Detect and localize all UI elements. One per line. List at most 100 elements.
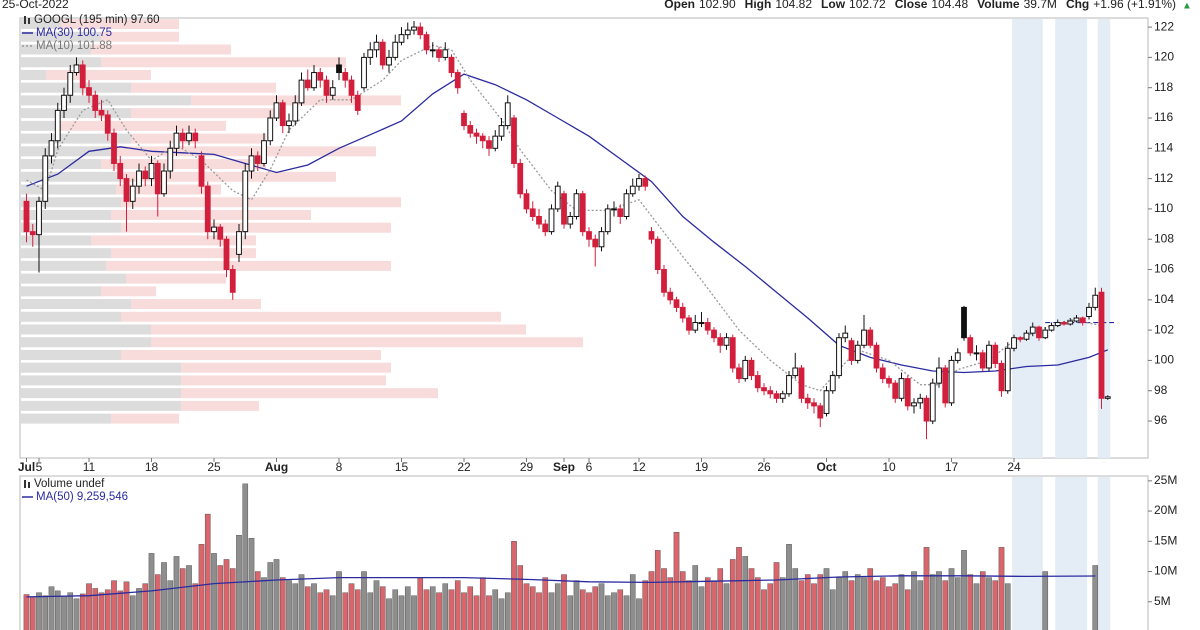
volume-bar [961,550,967,630]
candle-body [367,49,374,58]
candle-body [698,322,705,325]
profile-down [111,209,311,220]
profile-down [121,171,336,182]
profile-down [121,222,391,233]
candle-body [823,390,830,414]
x-tick-label: 10 [882,460,896,474]
profile-up [21,324,151,335]
candle-body [848,340,855,361]
candle-body [542,223,549,233]
candle-body [1079,317,1086,324]
extended-hours-band [1012,477,1043,630]
candle-body [711,329,717,339]
volume-bar [604,595,611,630]
candle-body [792,367,799,377]
x-tick-label: 26 [757,460,771,474]
volume-bar [567,595,574,630]
legend-label: MA(10) 101.88 [36,40,112,52]
candle-body [136,170,142,187]
volume-bar [348,583,355,630]
profile-down [131,299,261,310]
x-tick-label: 22 [457,460,471,474]
candle-body [779,393,786,399]
volume-bar [123,581,130,630]
volume-bar [204,513,211,630]
profile-down [181,388,438,399]
candle-body [29,231,36,236]
candle-body [454,72,461,89]
profile-down [101,286,156,297]
candle-body [142,170,149,180]
candle-body [998,362,1005,392]
volume-bar [748,568,755,630]
candle-body [1054,322,1061,327]
profile-down [46,69,151,80]
volume-bar [373,580,380,630]
volume-bar [711,580,717,630]
y-tick-label: 106 [1154,262,1174,276]
volume-bar [411,595,417,630]
volume-bar [861,577,867,630]
x-tick-label: 25 [207,460,221,474]
candle-body [161,170,167,195]
profile-up [21,184,116,195]
volume-bar [261,577,267,630]
volume-bar [648,571,655,630]
candle-body [461,112,467,127]
profile-up [21,222,121,233]
legend-title: GOOGL (195 min) 97.60 [34,14,160,26]
volume-bar [804,574,811,630]
volume-bar [279,577,286,630]
volume-bar [342,592,349,630]
volume-bar [792,568,799,630]
volume-bar [404,586,411,630]
volume-bar [592,586,599,630]
volume-bar [548,592,555,630]
candle-body [817,405,824,419]
profile-up [21,120,61,131]
candle-body [273,102,280,119]
x-tick-label: 6 [586,460,593,474]
candle-body [436,49,442,58]
profile-up [21,171,121,182]
candle-body [1029,326,1036,334]
volume-bar [273,559,280,630]
x-tick-label: 15 [395,460,409,474]
candle-body [736,367,742,380]
candle-body [536,215,542,225]
volume-bar [1042,571,1049,630]
candle-body [286,120,292,127]
profile-down [151,337,583,348]
volume-bar [354,589,361,630]
volume-bar [686,580,692,630]
volume-bar [217,565,224,630]
y-tick-label: 15M [1154,533,1177,547]
y-tick-label: 108 [1154,231,1174,245]
candle-body [598,231,605,248]
profile-up [21,57,101,68]
candle-body [129,185,136,202]
profile-down [101,31,179,42]
volume-bar [479,577,486,630]
candle-body [1011,337,1017,349]
volume-bar [742,556,749,630]
candle-body [504,102,511,127]
volume-bar [873,580,880,630]
candle-body [648,231,655,240]
candle-body [329,87,336,96]
profile-down [91,235,256,246]
volume-bar [917,580,924,630]
candle-body [923,397,930,422]
profile-down [101,57,346,68]
volume-bar [61,595,67,630]
profile-up [21,248,111,259]
candle-body [842,332,849,339]
profile-up [21,108,131,119]
y-tick-label: 120 [1154,50,1174,64]
extended-hours-band [1055,477,1088,630]
candle-body [479,135,486,142]
profile-down [111,248,256,259]
candle-body [61,94,67,111]
profile-down [181,362,391,373]
